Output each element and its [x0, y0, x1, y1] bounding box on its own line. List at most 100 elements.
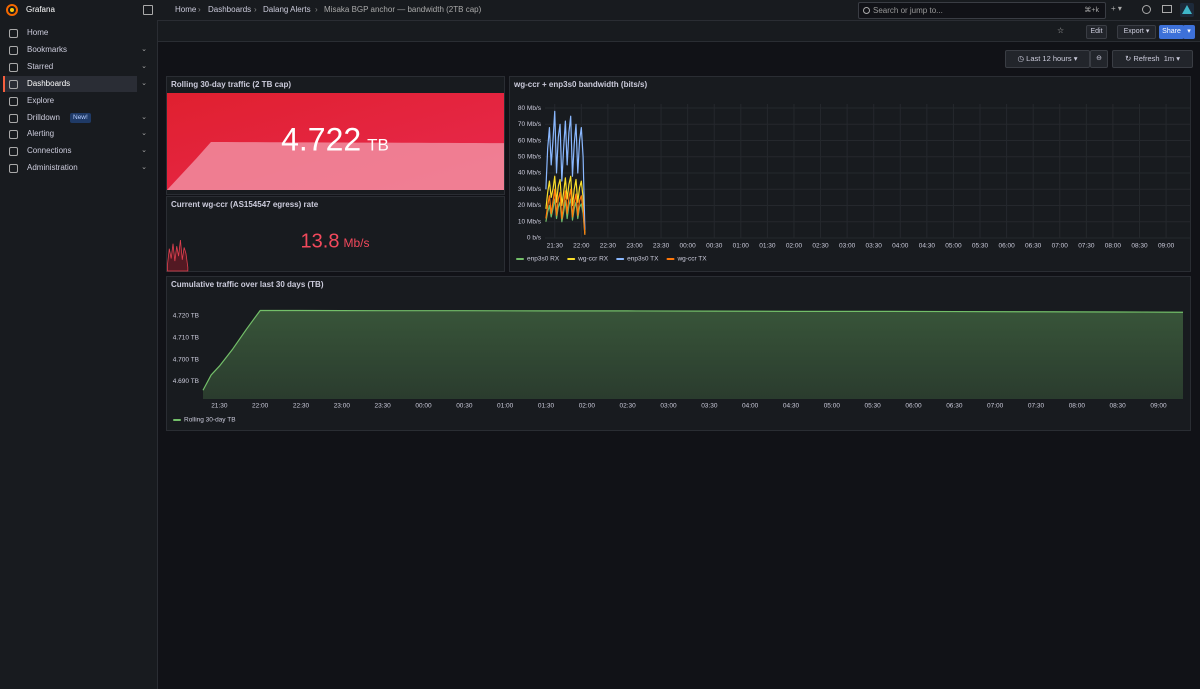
- x-tick-label: 08:30: [1131, 243, 1148, 250]
- add-button[interactable]: + ▾: [1111, 4, 1122, 13]
- nav-label: Home: [27, 28, 49, 37]
- y-tick-label: 20 Mb/s: [518, 202, 542, 209]
- chevron: ⌄: [141, 46, 147, 53]
- nav-label: Drilldown: [27, 113, 60, 122]
- x-tick-label: 04:30: [919, 243, 936, 250]
- x-tick-label: 05:30: [972, 243, 989, 250]
- x-tick-label: 03:00: [839, 243, 856, 250]
- x-tick-label: 22:30: [293, 403, 310, 410]
- x-tick-label: 21:30: [211, 403, 228, 410]
- nav-item[interactable]: Dashboards ⌄: [3, 76, 147, 92]
- nav-item[interactable]: Starred ⌄: [3, 59, 147, 75]
- panel: [166, 196, 505, 272]
- x-tick-label: 00:00: [680, 243, 697, 250]
- nav-item[interactable]: Bookmarks ⌄: [3, 42, 147, 58]
- legend-label: wg-ccr TX: [676, 256, 707, 263]
- nav-icon: [9, 147, 18, 156]
- avatar[interactable]: [1180, 3, 1194, 17]
- stat-value: 13.8: [301, 230, 340, 252]
- x-tick-label: 23:30: [653, 243, 670, 250]
- panel-title: Current wg-ccr (AS154547 egress) rate: [171, 200, 319, 209]
- time-picker[interactable]: ◷ Last 12 hours ▾: [1005, 50, 1090, 68]
- legend-label: wg-ccr RX: [577, 256, 609, 263]
- breadcrumb[interactable]: Dalang Alerts: [263, 5, 311, 14]
- sidebar: Home Bookmarks ⌄ Starred ⌄ Dashboards ⌄ Exp…: [0, 20, 158, 689]
- nav-icon: [9, 97, 18, 106]
- legend-swatch: [616, 258, 625, 260]
- search-placeholder: Search or jump to...: [873, 6, 943, 15]
- x-tick-label: 22:00: [252, 403, 269, 410]
- edit-button[interactable]: Edit: [1086, 25, 1107, 39]
- legend-swatch: [666, 258, 675, 260]
- x-tick-label: 00:30: [706, 243, 723, 250]
- separator: ›: [198, 5, 201, 14]
- nav-item[interactable]: Home: [3, 25, 137, 41]
- legend-swatch: [516, 258, 524, 260]
- news-icon[interactable]: [1162, 5, 1172, 13]
- star-icon[interactable]: ☆: [1057, 26, 1065, 35]
- x-tick-label: 03:00: [660, 403, 677, 410]
- export-label: Export: [1123, 28, 1144, 35]
- breadcrumb[interactable]: Dashboards: [208, 5, 252, 14]
- x-tick-label: 06:30: [946, 403, 963, 410]
- x-tick-label: 00:30: [456, 403, 473, 410]
- x-tick-label: 03:30: [701, 403, 718, 410]
- panel-title: Rolling 30-day traffic (2 TB cap): [171, 80, 291, 89]
- x-tick-label: 23:00: [626, 243, 643, 250]
- badge: New!: [70, 113, 91, 123]
- x-tick-label: 09:00: [1150, 403, 1167, 410]
- y-tick-label: 60 Mb/s: [518, 137, 542, 144]
- export-button[interactable]: Export ▾: [1117, 25, 1156, 39]
- x-tick-label: 05:00: [945, 243, 962, 250]
- x-tick-label: 06:00: [905, 403, 922, 410]
- x-tick-label: 07:30: [1028, 403, 1045, 410]
- x-tick-label: 03:30: [866, 243, 883, 250]
- refresh-picker[interactable]: ↻ Refresh 1m ▾: [1112, 50, 1193, 68]
- nav-icon: [9, 130, 18, 139]
- nav-label: Administration: [27, 163, 78, 172]
- share-dropdown[interactable]: ▾: [1183, 25, 1195, 39]
- nav-icon: [9, 46, 18, 55]
- x-tick-label: 22:30: [600, 243, 617, 250]
- x-tick-label: 02:00: [579, 403, 596, 410]
- nav-item[interactable]: Explore: [3, 93, 137, 109]
- separator: ›: [315, 5, 318, 14]
- time-range: Last 12 hours: [1026, 54, 1072, 63]
- x-tick-label: 08:00: [1069, 403, 1086, 410]
- x-tick-label: 04:00: [892, 243, 909, 250]
- refresh-interval: 1m: [1163, 54, 1175, 63]
- search-box[interactable]: Search or jump to... ⌘+k: [858, 2, 1106, 19]
- refresh-label: Refresh: [1133, 54, 1160, 63]
- legend-swatch: [173, 419, 181, 421]
- nav-icon: [9, 164, 18, 173]
- separator: ›: [254, 5, 257, 14]
- help-icon[interactable]: [1142, 5, 1151, 14]
- chevron: ⌄: [141, 80, 147, 87]
- nav-item[interactable]: Drilldown New! ⌄: [3, 110, 147, 126]
- nav-item[interactable]: Administration ⌄: [3, 160, 147, 176]
- zoom-out[interactable]: ⊖: [1090, 50, 1108, 68]
- stat-value: 4.722: [281, 121, 361, 157]
- x-tick-label: 01:30: [538, 403, 555, 410]
- nav-item[interactable]: Connections ⌄: [3, 143, 147, 159]
- y-tick-label: 4.700 TB: [173, 356, 199, 363]
- x-tick-label: 07:00: [987, 403, 1004, 410]
- breadcrumb[interactable]: Home: [175, 5, 197, 14]
- nav-icon: [9, 63, 18, 72]
- x-tick-label: 08:00: [1105, 243, 1122, 250]
- y-tick-label: 4.690 TB: [173, 378, 199, 385]
- x-tick-label: 01:00: [497, 403, 514, 410]
- sidebar-toggle[interactable]: [143, 5, 153, 15]
- legend-label: enp3s0 RX: [527, 256, 560, 263]
- sparkline: [167, 239, 189, 272]
- nav-item[interactable]: Alerting ⌄: [3, 126, 147, 142]
- panel-title: wg-ccr + enp3s0 bandwidth (bits/s): [513, 80, 647, 89]
- x-tick-label: 08:30: [1110, 403, 1127, 410]
- top-bar: Grafana Home › Dashboards › Dalang Alert…: [0, 0, 1200, 21]
- x-tick-label: 00:00: [415, 403, 432, 410]
- y-tick-label: 50 Mb/s: [518, 154, 542, 161]
- nav-label: Alerting: [27, 129, 55, 138]
- x-tick-label: 21:30: [547, 243, 564, 250]
- nav-icon: [9, 114, 18, 123]
